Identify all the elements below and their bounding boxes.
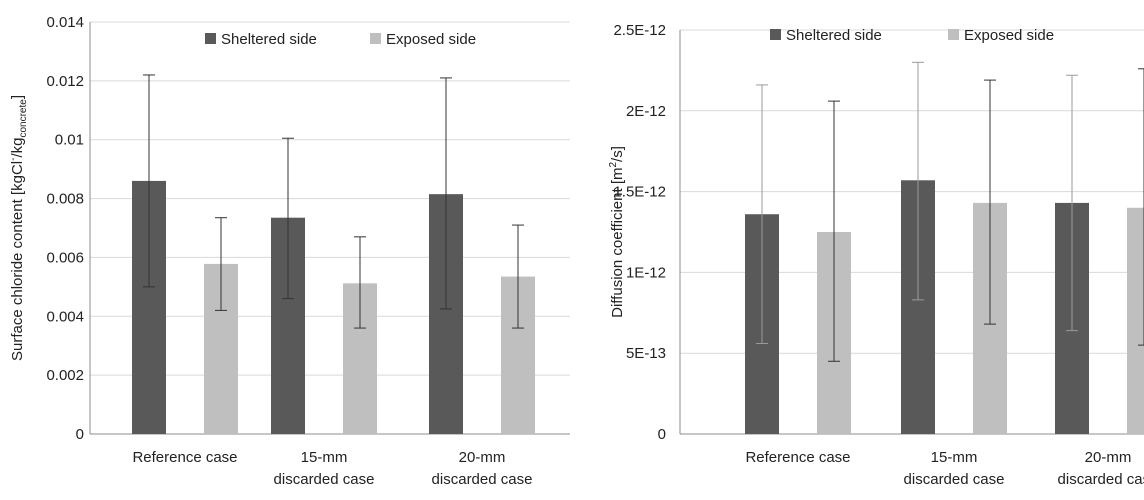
x-tick-label-line: 15-mm: [931, 449, 978, 466]
x-tick-label-line: 15-mm: [301, 449, 348, 466]
y-tick-label: 0.01: [55, 132, 84, 149]
y-axis-label-mid: /s]: [609, 146, 626, 162]
legend-swatch-exposed: [370, 33, 381, 44]
y-axis-label-mid: /kg: [9, 138, 26, 158]
y-tick-label: 1E-12: [626, 264, 666, 281]
y-axis-label-sup: 2: [608, 162, 619, 168]
y-axis-label-sup: -: [8, 158, 19, 161]
x-tick-label: 20-mm discarded case: [1058, 449, 1144, 488]
y-tick-label: 0.014: [46, 14, 84, 31]
y-tick-label: 0.004: [46, 308, 84, 325]
legend-label: Exposed side: [386, 31, 476, 48]
y-axis-label-main: Diffusion coefficient [m: [609, 168, 626, 318]
y-tick-label: 0.002: [46, 367, 84, 384]
x-tick-label: 20-mm discarded case: [432, 449, 533, 488]
x-tick-label-line: discarded case: [274, 471, 375, 488]
x-tick-label-line: discarded case: [432, 471, 533, 488]
y-tick-label: 0.008: [46, 191, 84, 208]
legend-label: Sheltered side: [786, 27, 882, 44]
y-tick-label: 5E-13: [626, 345, 666, 362]
y-tick-label: 0.012: [46, 73, 84, 90]
legend-swatch-sheltered: [205, 33, 216, 44]
chart-1: 0 0.002 0.004 0.006 0.008 0.01 0.012 0.014 Surfa…: [8, 14, 570, 488]
y-axis-label-end: ]: [9, 95, 26, 99]
legend-swatch-sheltered: [770, 29, 781, 40]
y-tick-label: 0: [76, 426, 84, 443]
y-tick-label: 2E-12: [626, 103, 666, 120]
x-tick-label: 15-mm discarded case: [904, 449, 1005, 488]
x-tick-label-line: discarded case: [904, 471, 1005, 488]
legend-label: Exposed side: [964, 27, 1054, 44]
x-tick-label-line: 20-mm: [459, 449, 506, 466]
x-tick-label: Reference case: [132, 449, 237, 466]
y-axis-label-sub: concrete: [18, 99, 29, 138]
x-tick-label: 15-mm discarded case: [274, 449, 375, 488]
legend-swatch-exposed: [948, 29, 959, 40]
legend-label: Sheltered side: [221, 31, 317, 48]
x-tick-label-line: discarded case: [1058, 471, 1144, 488]
y-tick-label: 1.5E-12: [613, 184, 666, 201]
y-axis-label: Diffusion coefficient [m2/s]: [608, 146, 626, 318]
y-axis-label: Surface chloride content [kgCl-/kgconcre…: [8, 95, 29, 361]
y-tick-label: 0: [658, 426, 666, 443]
y-tick-label: 2.5E-12: [613, 22, 666, 39]
x-tick-label-line: 20-mm: [1085, 449, 1132, 466]
x-tick-label: Reference case: [745, 449, 850, 466]
bar-exposed: [1127, 207, 1144, 434]
y-tick-label: 0.006: [46, 249, 84, 266]
chart-2: 0 5E-13 1E-12 1.5E-12 2E-12 2.5E-12 Diffusion …: [608, 22, 1144, 488]
y-axis-label-main: Surface chloride content [kgCl: [9, 161, 26, 361]
